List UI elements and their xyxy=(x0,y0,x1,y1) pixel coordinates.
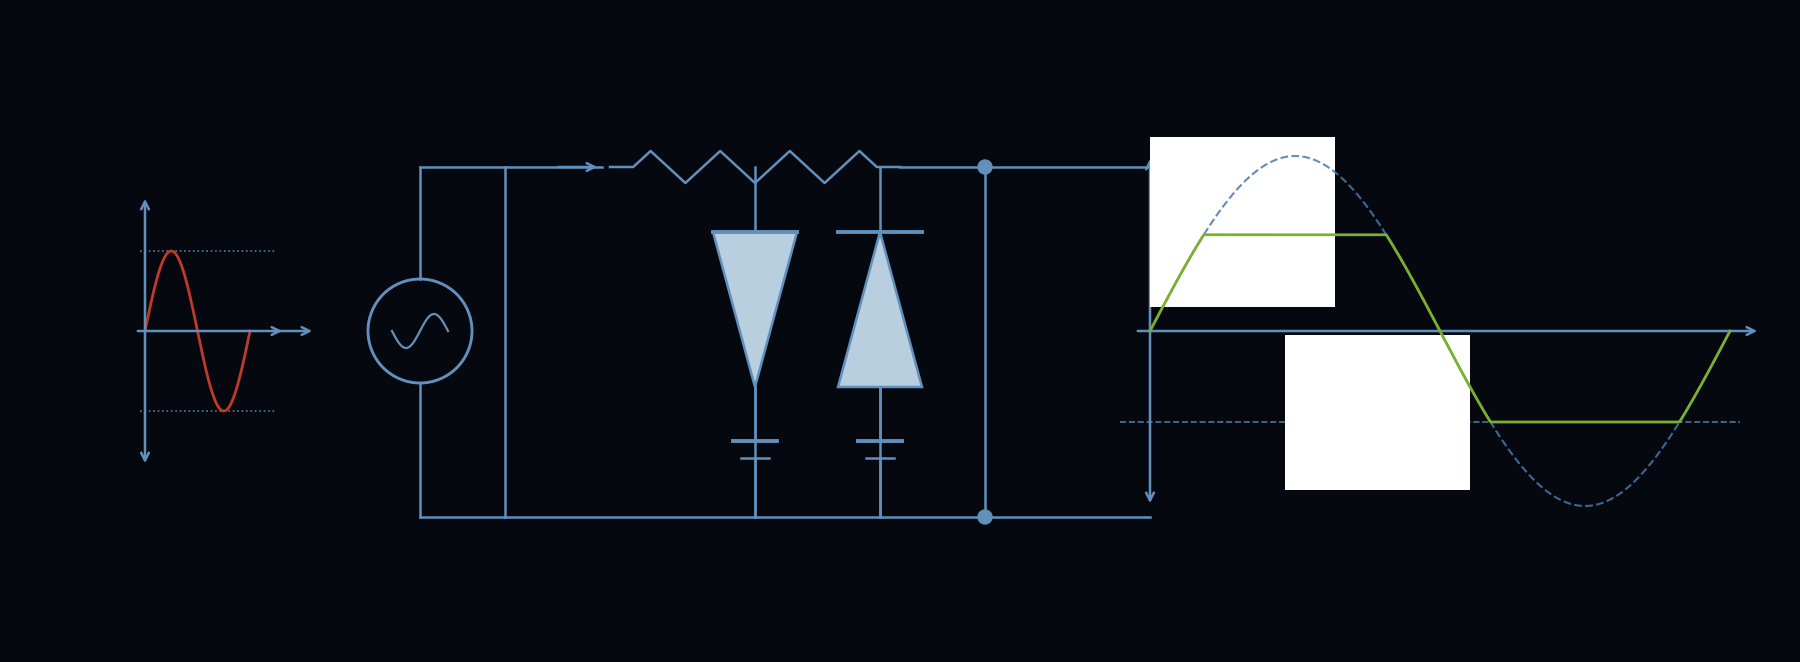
Polygon shape xyxy=(713,232,797,387)
Circle shape xyxy=(977,160,992,174)
Polygon shape xyxy=(839,232,922,387)
Bar xyxy=(1285,335,1471,490)
Bar xyxy=(1150,137,1336,307)
Circle shape xyxy=(977,510,992,524)
